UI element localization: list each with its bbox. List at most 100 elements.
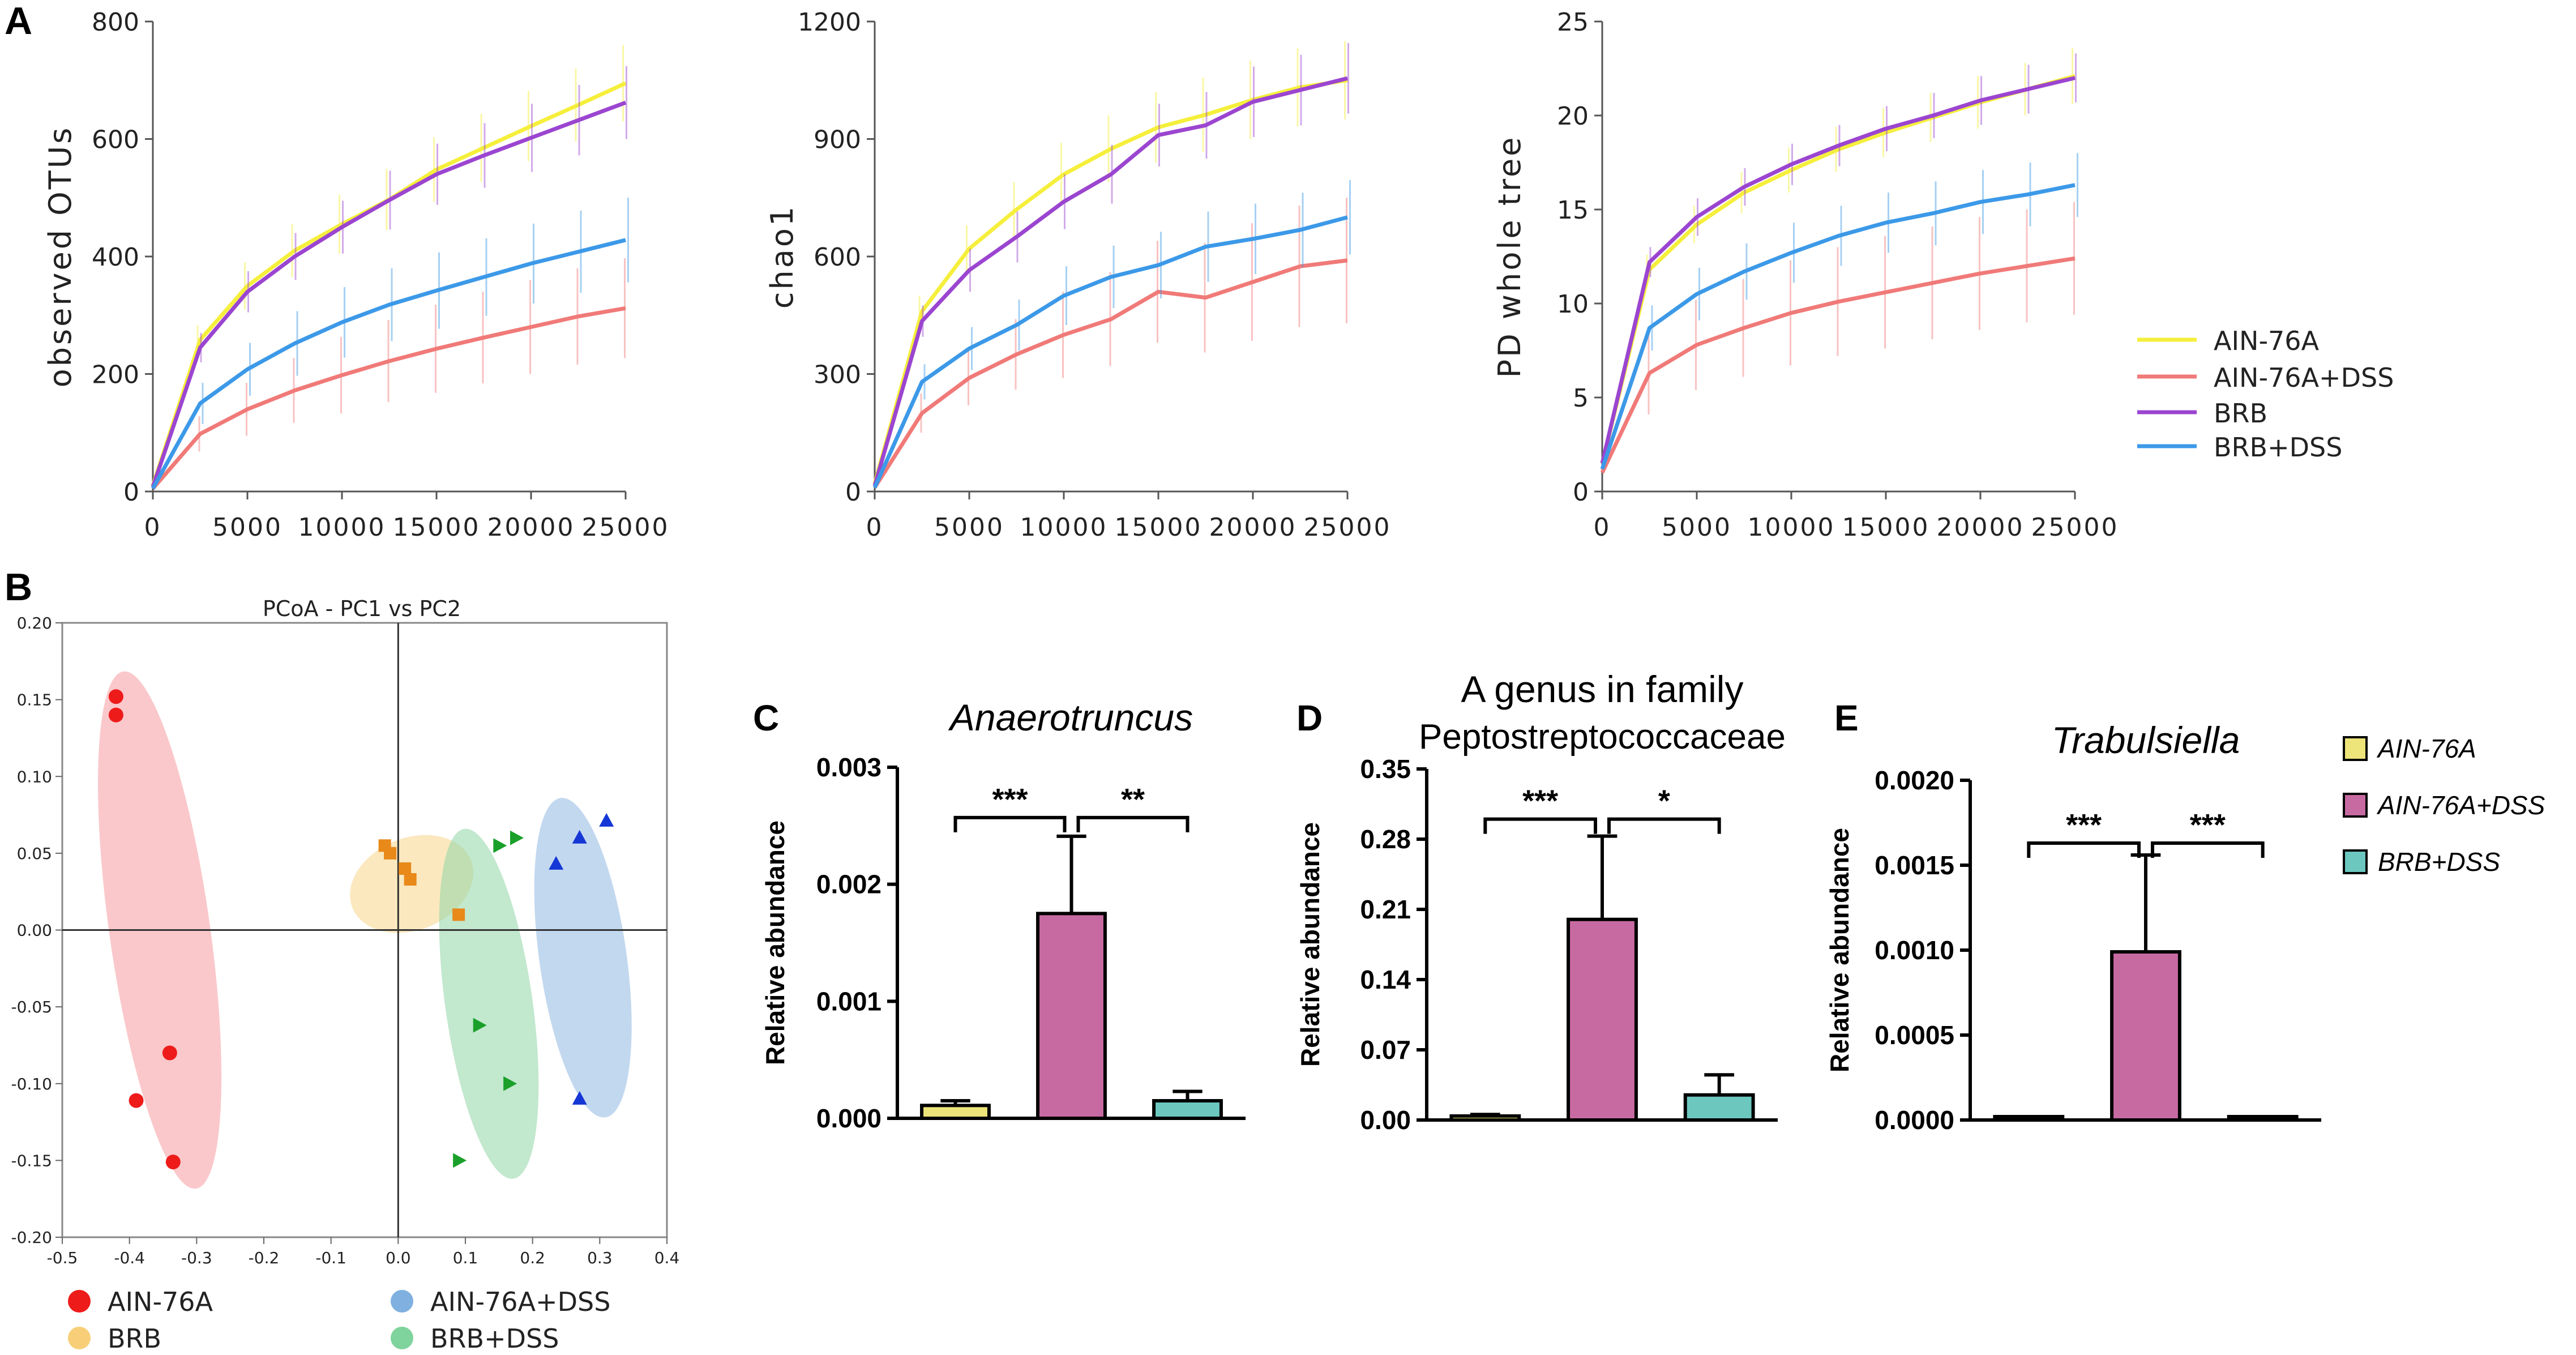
x-tick-label: 0.4 [654, 1249, 680, 1267]
pcoa-legend-dot-ain76a-dss [391, 1290, 413, 1313]
data-point-brb-dss [510, 830, 524, 845]
chart-title: Anaerotruncus [948, 696, 1193, 738]
series-ain-76a-dss [1600, 202, 2076, 474]
y-tick-label: -0.15 [11, 1151, 52, 1170]
x-tick-label: 5000 [212, 513, 283, 542]
data-point-ain-76a-dss [572, 830, 587, 844]
bar-legend-swatch-ain76a [2343, 736, 2368, 761]
y-tick-label: 0.002 [816, 870, 882, 899]
chart-title: A genus in family [1461, 668, 1744, 710]
data-point-brb [452, 908, 465, 921]
y-tick-label: 15 [1557, 196, 1589, 225]
y-tick-label: 0.0020 [1875, 766, 1954, 795]
bar-ain-76a-dss [2110, 950, 2181, 1122]
y-tick-label: 800 [92, 8, 139, 37]
series-brb [872, 43, 1349, 486]
legend-label-brb-dss: BRB+DSS [2214, 432, 2342, 463]
series-line-brb [872, 76, 1348, 486]
y-tick-label: 0.00 [17, 921, 52, 940]
x-tick-label: 20000 [1209, 513, 1297, 542]
y-tick-label: 20 [1557, 102, 1589, 131]
pcoa-legend-label-brb: BRB [108, 1323, 161, 1354]
y-tick-label: 0 [123, 478, 139, 507]
x-tick-label: 25000 [2031, 513, 2119, 542]
y-tick-label: -0.10 [11, 1075, 52, 1093]
series-line-ain-76a-dss [1600, 256, 2076, 474]
pcoa-title: PCoA - PC1 vs PC2 [263, 596, 461, 621]
y-tick-label: 0.00 [1360, 1105, 1411, 1135]
data-point-brb [399, 862, 412, 875]
y-tick-label: 600 [92, 126, 139, 155]
bar-ain-76a [920, 1104, 991, 1121]
significance-bracket [1607, 817, 1721, 834]
significance-bracket [953, 815, 1067, 832]
bar-legend-label-brb-dss: BRB+DSS [2378, 847, 2500, 877]
bar-chart-trabulsiella: Trabulsiella 0.0000 0.0005 0.0010 0.0015 0.00… [1825, 719, 2321, 1135]
legend-label-brb: BRB [2214, 398, 2267, 429]
y-tick-label: 5 [1573, 384, 1589, 413]
y-tick-label: 0.0000 [1875, 1105, 1954, 1135]
significance-label: *** [992, 783, 1028, 817]
x-tick-label: 0.3 [587, 1249, 613, 1267]
bar-ain-76a-dss [1036, 912, 1107, 1121]
y-tick-label: 200 [92, 361, 139, 390]
y-tick-label: 0.28 [1360, 824, 1411, 854]
y-tick-label: 600 [814, 243, 861, 272]
series-brb-dss [151, 198, 629, 490]
y-axis-title: Relative abundance [1295, 822, 1325, 1067]
data-point-brb [404, 873, 417, 886]
data-point-brb-dss [453, 1153, 467, 1168]
panel-label-d: D [1296, 698, 1323, 738]
data-point-ain-76a [165, 1155, 181, 1170]
data-point-ain-76a-dss [549, 856, 564, 870]
series-line-brb-dss [151, 238, 626, 490]
y-tick-label: 0.21 [1360, 895, 1411, 924]
series-line-ain-76a-dss [873, 258, 1348, 489]
y-tick-label: 0.14 [1360, 965, 1411, 994]
legend-label-ain76a-dss: AIN-76A+DSS [2214, 362, 2394, 393]
y-tick-label: 0.07 [1360, 1035, 1411, 1065]
bar-chart-anaerotruncus: Anaerotruncus 0.000 0.001 0.002 0.003 Relativ… [760, 696, 1246, 1133]
y-tick-label: 0.003 [816, 753, 882, 782]
y-tick-label: 0.05 [17, 844, 52, 863]
y-tick-label: 0.000 [816, 1104, 882, 1133]
pcoa-legend-dot-brb [68, 1327, 91, 1349]
x-tick-label: 20000 [1937, 513, 2025, 542]
y-tick-label: 0.001 [816, 986, 882, 1016]
x-tick-label: 0.1 [453, 1249, 478, 1267]
pcoa-legend-label-brb-dss: BRB+DSS [430, 1323, 559, 1354]
bar-legend: AIN-76A AIN-76A+DSS BRB+DSS [2343, 734, 2545, 877]
series-line-ain-76a-dss [151, 306, 626, 490]
y-axis-title: chao1 [764, 204, 800, 309]
y-tick-label: 0.20 [17, 614, 52, 632]
data-point-brb-dss [493, 838, 507, 853]
y-tick-label: 0.35 [1360, 754, 1411, 784]
significance-label: ** [1121, 783, 1145, 817]
y-axis-title: observed OTUs [42, 126, 78, 388]
significance-label: * [1658, 784, 1670, 818]
x-tick-label: 25000 [1304, 513, 1392, 542]
pcoa-legend-label-ain76a-dss: AIN-76A+DSS [430, 1286, 610, 1317]
bar-legend-label-ain76a: AIN-76A [2376, 734, 2476, 763]
data-point-ain-76a-dss [599, 813, 614, 827]
legend-label-ain76a: AIN-76A [2214, 326, 2320, 356]
bar-ain-76a-dss [1567, 917, 1638, 1122]
confidence-ellipse-ain-76a-dss [534, 798, 632, 1118]
x-tick-label: -0.5 [47, 1249, 78, 1267]
x-tick-label: 0.0 [386, 1249, 411, 1267]
chart-title: Trabulsiella [2052, 719, 2240, 761]
y-tick-label: 0.0015 [1875, 850, 1954, 880]
rarefaction-observed-otus-plot: 0 200 400 600 800 0 5000 10000 15000 20000 25000 ob… [42, 8, 667, 542]
y-tick-label: 0.15 [17, 691, 52, 709]
y-tick-label: 10 [1557, 290, 1589, 319]
bar-legend-label-ain76a-dss: AIN-76A+DSS [2376, 790, 2545, 820]
pcoa-scatter-plot: PCoA - PC1 vs PC2 -0.5 -0.4 -0.3 -0.2 -0.1 0.0… [11, 596, 680, 1267]
series-line-ain-76a [872, 78, 1348, 485]
significance-bracket [2027, 841, 2141, 858]
y-axis-title: Relative abundance [1825, 828, 1854, 1072]
data-point-ain-76a [108, 689, 123, 704]
data-point-ain-76a [108, 707, 123, 723]
rarefaction-chao1-plot: 0 300 600 900 1200 0 5000 10000 15000 20000 25000 c… [764, 8, 1392, 542]
bar-legend-swatch-ain76a-dss [2343, 793, 2368, 818]
